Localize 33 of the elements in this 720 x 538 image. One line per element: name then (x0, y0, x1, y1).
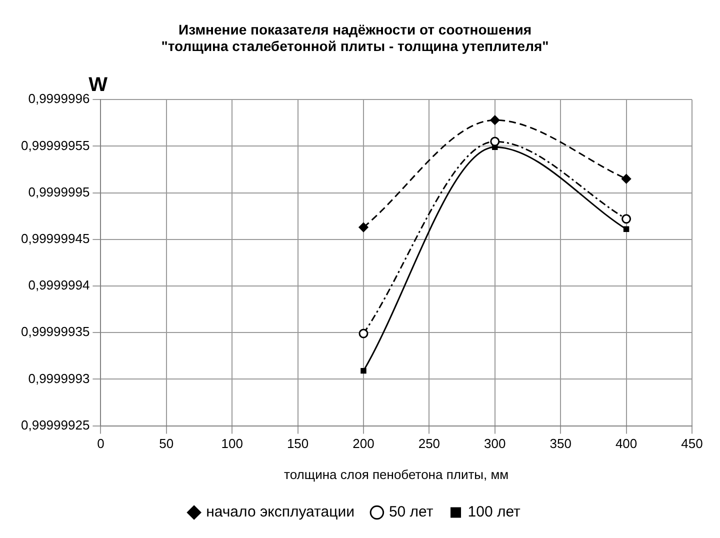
point (622, 214, 632, 224)
y-tick-label: 0,99999925 (20, 417, 90, 432)
legend-label: 100 лет (468, 504, 521, 521)
x-tick-label: 0 (97, 436, 104, 452)
x-tick-label: 300 (484, 436, 506, 452)
y-tick-label: 0,9999994 (28, 278, 90, 293)
y-axis-title: W (88, 74, 108, 96)
x-tick-label: 250 (418, 436, 440, 452)
x-tick-label: 50 (159, 436, 174, 452)
x-tick-label: 350 (550, 436, 572, 452)
y-tick-label: 0,99999955 (20, 138, 90, 153)
point (490, 136, 500, 146)
point (358, 328, 368, 338)
point (358, 222, 368, 232)
y-tick-label: 0,9999996 (28, 91, 90, 106)
text: "толщина сталебетонной плиты - толщина утеплителя" (161, 38, 549, 54)
x-tick-label: 200 (352, 436, 374, 452)
legend-label: начало эксплуатации (206, 504, 354, 521)
text: Измнение показателя надёжности от соотношения (178, 21, 532, 38)
point (622, 174, 632, 184)
x-tick-label: 450 (681, 436, 703, 452)
x-tick-label: 400 (615, 436, 638, 452)
y-tick-label: 0,99999935 (20, 324, 90, 340)
x-axis-title: толщина слоя пенобетона плиты, мм (284, 466, 509, 482)
y-tick-label: 0,99999945 (20, 230, 90, 246)
point (490, 115, 500, 125)
legend-label: 50 лет (388, 504, 434, 521)
y-tick-label: 0,9999995 (28, 184, 90, 200)
point (623, 226, 630, 232)
x-tick-label: 150 (286, 436, 309, 452)
x-tick-label: 100 (221, 436, 243, 452)
point (360, 368, 366, 374)
y-tick-label: 0,9999993 (28, 370, 90, 386)
